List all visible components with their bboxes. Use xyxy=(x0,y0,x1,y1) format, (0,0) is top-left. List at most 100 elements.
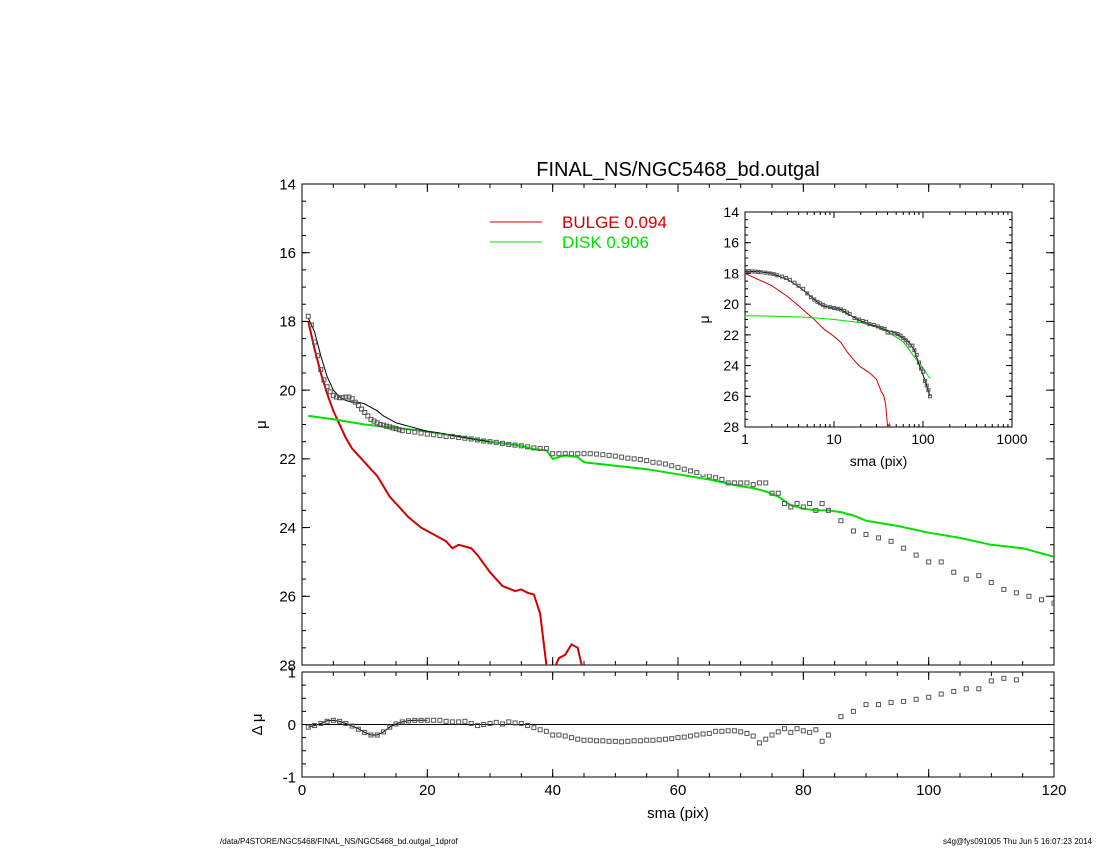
legend-label: DISK 0.906 xyxy=(562,233,649,252)
data-point xyxy=(443,718,449,724)
x-tick-label: 60 xyxy=(670,782,687,799)
data-point xyxy=(801,286,806,291)
y-tick-label: 0 xyxy=(288,717,296,734)
data-point xyxy=(594,451,600,457)
data-point xyxy=(787,277,792,282)
data-point xyxy=(456,719,462,725)
data-point xyxy=(443,434,449,440)
data-point xyxy=(903,338,908,343)
data-point xyxy=(771,272,776,277)
y-tick-label: 28 xyxy=(279,657,296,674)
data-point xyxy=(926,559,932,565)
data-point xyxy=(437,432,443,438)
data-point xyxy=(456,435,462,441)
y-axis-label: μ xyxy=(696,315,712,323)
data-point xyxy=(867,322,872,327)
data-point xyxy=(568,735,574,741)
data-point xyxy=(468,436,474,442)
y-tick-label: 26 xyxy=(279,589,296,606)
x-tick-label: 1000 xyxy=(996,431,1027,447)
data-point xyxy=(606,452,612,458)
series-line-0 xyxy=(308,719,428,736)
data-point xyxy=(976,573,982,579)
data-point xyxy=(631,738,637,744)
data-point xyxy=(807,501,813,507)
data-point xyxy=(318,720,324,726)
data-point xyxy=(506,441,512,447)
data-point xyxy=(431,432,437,438)
data-point xyxy=(349,396,355,402)
series-line-0 xyxy=(307,321,583,665)
data-point xyxy=(750,482,756,488)
y-tick-label: 24 xyxy=(723,357,739,373)
y-tick-label: 22 xyxy=(723,327,739,343)
data-point xyxy=(688,733,694,739)
data-point xyxy=(568,451,574,457)
data-point xyxy=(531,725,537,731)
data-point xyxy=(399,428,405,434)
data-point xyxy=(813,727,819,733)
data-point xyxy=(312,339,318,345)
data-point xyxy=(343,720,349,726)
data-point xyxy=(543,446,549,452)
data-point xyxy=(988,678,994,684)
y-tick-label: 20 xyxy=(723,296,739,312)
data-point xyxy=(775,729,781,735)
data-point xyxy=(387,424,393,430)
data-point xyxy=(481,722,487,727)
data-point xyxy=(823,304,828,309)
data-point xyxy=(938,691,944,697)
y-tick-label: 22 xyxy=(279,451,296,468)
data-point xyxy=(550,732,556,738)
data-point xyxy=(913,696,919,702)
data-point xyxy=(888,538,894,544)
data-point xyxy=(631,456,637,462)
data-point xyxy=(518,720,524,726)
data-point xyxy=(625,455,631,461)
data-point xyxy=(805,291,810,296)
data-point xyxy=(468,720,474,726)
x-tick-label: 100 xyxy=(916,782,941,799)
data-point xyxy=(612,453,618,459)
data-point xyxy=(594,738,600,744)
data-point xyxy=(681,466,687,472)
data-point xyxy=(669,463,675,469)
data-point xyxy=(418,717,424,723)
data-point xyxy=(763,270,768,275)
data-point xyxy=(380,729,386,735)
data-point xyxy=(581,737,587,743)
data-point xyxy=(910,343,915,348)
y-tick-label: 14 xyxy=(279,176,296,193)
data-point xyxy=(637,738,643,744)
data-point xyxy=(738,480,744,486)
data-point xyxy=(926,388,931,393)
y-tick-label: 16 xyxy=(723,235,739,251)
data-point xyxy=(606,738,612,744)
data-point xyxy=(794,726,800,732)
data-point xyxy=(901,335,906,340)
data-point xyxy=(928,394,933,399)
data-point xyxy=(650,737,656,743)
data-point xyxy=(819,738,825,744)
data-point xyxy=(921,369,925,374)
data-point xyxy=(912,348,917,353)
data-point xyxy=(901,698,907,704)
data-point xyxy=(850,528,856,534)
data-point xyxy=(758,270,763,275)
data-point xyxy=(775,490,781,496)
data-point xyxy=(462,718,468,724)
y-tick-label: 26 xyxy=(723,388,739,404)
data-point xyxy=(396,427,402,433)
data-point xyxy=(763,480,769,486)
data-point xyxy=(796,283,801,288)
data-point xyxy=(537,446,543,452)
data-point xyxy=(1051,600,1054,606)
data-point xyxy=(744,730,750,736)
data-point xyxy=(493,719,499,725)
data-point xyxy=(474,437,480,443)
data-point xyxy=(898,333,903,338)
data-point xyxy=(321,377,327,383)
data-point xyxy=(669,736,675,742)
data-point xyxy=(924,383,929,388)
